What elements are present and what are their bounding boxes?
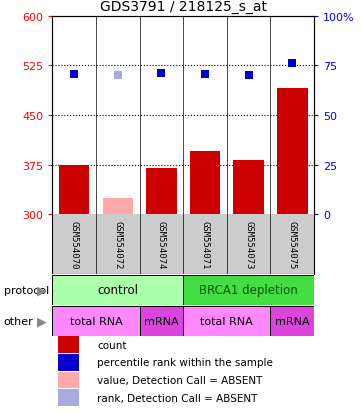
Bar — [58, 372, 79, 389]
Bar — [146, 169, 177, 215]
Bar — [140, 306, 183, 336]
Bar — [233, 161, 264, 215]
Title: GDS3791 / 218125_s_at: GDS3791 / 218125_s_at — [100, 0, 267, 14]
Text: total RNA: total RNA — [70, 316, 122, 326]
Text: GSM554070: GSM554070 — [70, 221, 79, 269]
Text: ▶: ▶ — [37, 284, 46, 297]
Point — [202, 71, 208, 78]
Text: GSM554071: GSM554071 — [200, 221, 209, 269]
Bar — [270, 306, 314, 336]
Text: protocol: protocol — [4, 285, 49, 295]
Text: count: count — [97, 340, 127, 350]
Text: mRNA: mRNA — [144, 316, 179, 326]
Bar — [59, 165, 90, 215]
Text: GSM554075: GSM554075 — [288, 221, 297, 269]
Point — [71, 71, 77, 78]
Text: value, Detection Call = ABSENT: value, Detection Call = ABSENT — [97, 375, 263, 385]
Point — [158, 70, 164, 77]
Text: control: control — [97, 284, 138, 297]
Bar — [58, 389, 79, 406]
Text: GSM554074: GSM554074 — [157, 221, 166, 269]
Bar — [52, 275, 183, 305]
Bar — [103, 198, 133, 215]
Text: BRCA1 depletion: BRCA1 depletion — [199, 284, 298, 297]
Text: GSM554072: GSM554072 — [113, 221, 122, 269]
Point — [246, 72, 252, 78]
Bar — [58, 354, 79, 371]
Bar — [277, 89, 308, 215]
Text: ▶: ▶ — [37, 315, 46, 328]
Point — [290, 61, 295, 67]
Point — [115, 73, 121, 79]
Text: other: other — [4, 316, 33, 326]
Text: percentile rank within the sample: percentile rank within the sample — [97, 358, 273, 368]
Bar — [183, 275, 314, 305]
Text: total RNA: total RNA — [200, 316, 253, 326]
Text: rank, Detection Call = ABSENT: rank, Detection Call = ABSENT — [97, 393, 258, 403]
Bar — [183, 306, 270, 336]
Bar — [190, 152, 220, 215]
Bar — [52, 306, 140, 336]
Text: GSM554073: GSM554073 — [244, 221, 253, 269]
Text: mRNA: mRNA — [275, 316, 310, 326]
Bar — [58, 337, 79, 354]
